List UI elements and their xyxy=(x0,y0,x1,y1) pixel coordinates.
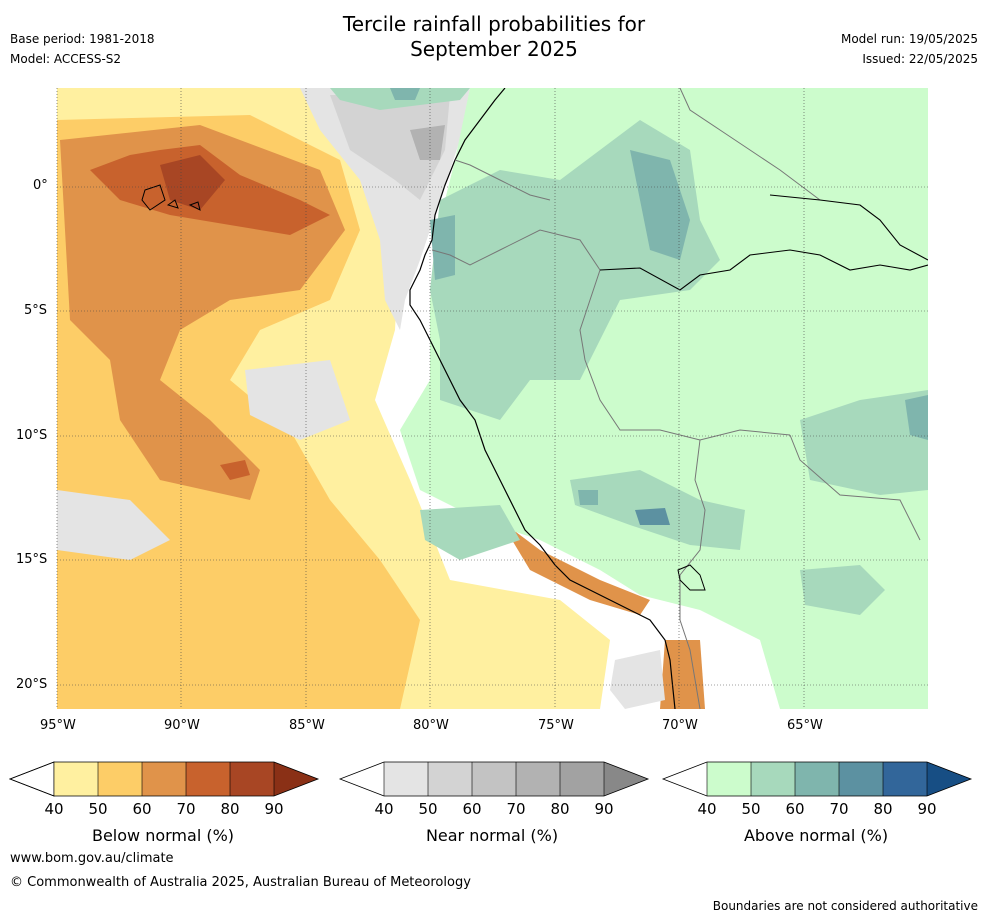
colorbar-below-tick-60: 60 xyxy=(132,800,152,818)
colorbar-below-tick-90: 90 xyxy=(264,800,284,818)
colorbar-near-tick-50: 50 xyxy=(418,800,438,818)
colorbar-near-tick-70: 70 xyxy=(506,800,526,818)
footer-url: www.bom.gov.au/climate xyxy=(10,851,174,866)
colorbar-above-tick-40: 40 xyxy=(697,800,717,818)
lon-label-95w: 95°W xyxy=(40,718,76,733)
lon-label-80w: 80°W xyxy=(413,718,449,733)
colorbar-above-normal xyxy=(661,761,973,797)
near-normal-40-region xyxy=(245,360,350,440)
lat-label-0: 0° xyxy=(33,178,48,193)
bolivia-brazil-border xyxy=(789,434,921,541)
colorbar-below-label: Below normal (%) xyxy=(91,826,235,845)
rio-negro xyxy=(769,194,928,261)
colorbar-above-tick-60: 60 xyxy=(785,800,805,818)
lon-label-85w: 85°W xyxy=(289,718,325,733)
title-line-2: September 2025 xyxy=(410,37,578,61)
lon-label-75w: 75°W xyxy=(538,718,574,733)
above-normal-60-region xyxy=(430,215,455,280)
above-normal-50-region xyxy=(800,390,928,495)
footer-copyright: © Commonwealth of Australia 2025, Austra… xyxy=(10,875,471,890)
footer-disclaimer: Boundaries are not considered authoritat… xyxy=(712,899,978,913)
colorbar-below-tick-70: 70 xyxy=(176,800,196,818)
colorbar-near-tick-80: 80 xyxy=(550,800,570,818)
ecuador-peru-border xyxy=(431,229,601,271)
near-normal-40-region xyxy=(57,490,170,560)
near-normal-40-region xyxy=(610,650,665,709)
colorbar-above-tick-50: 50 xyxy=(741,800,761,818)
base-period: Base period: 1981-2018 xyxy=(10,32,155,46)
colorbar-near-tick-90: 90 xyxy=(594,800,614,818)
peru-brazil-border xyxy=(579,269,791,441)
colorbar-near-normal xyxy=(338,761,650,797)
colorbar-near-tick-60: 60 xyxy=(462,800,482,818)
near-normal-60-region xyxy=(410,125,445,160)
colorbar-below-tick-50: 50 xyxy=(88,800,108,818)
lat-label-10s: 10°S xyxy=(16,428,48,443)
lat-label-5s: 5°S xyxy=(24,303,48,318)
colorbar-above-tick-70: 70 xyxy=(829,800,849,818)
lon-label-70w: 70°W xyxy=(662,718,698,733)
lake-titicaca xyxy=(677,564,706,591)
below-normal-70-region xyxy=(660,640,705,709)
amazon-river xyxy=(599,249,928,291)
above-normal-60-region xyxy=(905,395,928,440)
model-run-date: Model run: 19/05/2025 xyxy=(840,32,978,46)
below-normal-70-region xyxy=(220,460,250,480)
above-normal-50-region xyxy=(420,505,520,560)
above-normal-60-region xyxy=(630,150,690,260)
colombia-ecuador-border xyxy=(454,159,551,201)
issued-date: Issued: 22/05/2025 xyxy=(862,52,978,66)
map-title: Tercile rainfall probabilities for Septe… xyxy=(0,12,988,62)
above-normal-50-region xyxy=(800,565,885,615)
lat-label-15s: 15°S xyxy=(16,552,48,567)
colorbar-below-tick-40: 40 xyxy=(44,800,64,818)
lon-label-90w: 90°W xyxy=(164,718,200,733)
colorbar-above-label: Above normal (%) xyxy=(743,826,889,845)
above-normal-70-region xyxy=(635,508,670,525)
meta-right: Model run: 19/05/2025 Issued: 22/05/2025 xyxy=(841,29,978,69)
model-name: Model: ACCESS-S2 xyxy=(10,52,122,66)
colombia-venezuela-border xyxy=(679,88,821,201)
colorbar-below-normal xyxy=(8,761,320,797)
lat-label-20s: 20°S xyxy=(16,677,48,692)
colorbar-above-tick-80: 80 xyxy=(873,800,893,818)
lon-label-65w: 65°W xyxy=(787,718,823,733)
gridlines xyxy=(56,88,928,709)
above-normal-60-region xyxy=(578,490,598,505)
boundaries xyxy=(141,88,928,709)
below-normal-70-region xyxy=(500,520,650,615)
colorbar-near-tick-40: 40 xyxy=(374,800,394,818)
meta-left: Base period: 1981-2018 Model: ACCESS-S2 xyxy=(10,29,155,69)
galapagos-islands xyxy=(141,184,201,211)
below-normal-80-region xyxy=(160,155,225,210)
colorbar-near-label: Near normal (%) xyxy=(425,826,559,845)
south-america-coastline xyxy=(409,88,676,709)
above-normal-60-region xyxy=(390,88,420,100)
colorbar-below-tick-80: 80 xyxy=(220,800,240,818)
peru-bolivia-border xyxy=(679,439,706,709)
title-line-1: Tercile rainfall probabilities for xyxy=(342,12,646,36)
colorbar-above-tick-90: 90 xyxy=(917,800,937,818)
map-field xyxy=(57,88,928,709)
near-normal-50-region xyxy=(330,95,450,200)
